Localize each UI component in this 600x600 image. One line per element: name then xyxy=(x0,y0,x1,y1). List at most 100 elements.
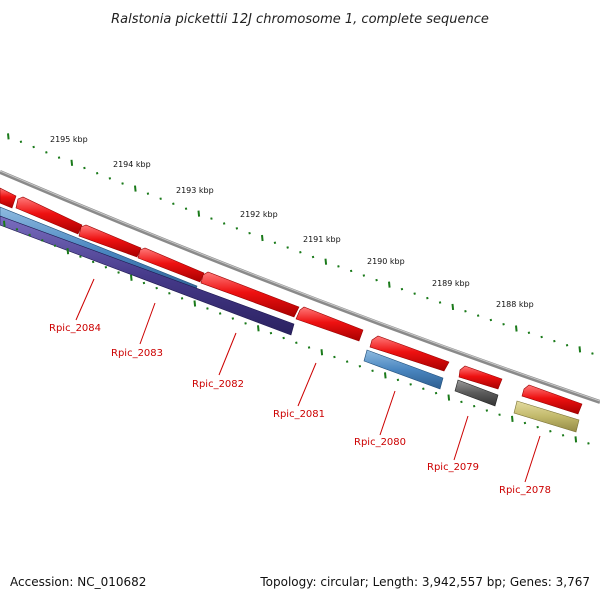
gene-arrow[interactable] xyxy=(0,187,17,209)
feature-bar-olive[interactable] xyxy=(513,400,580,433)
gene-label[interactable]: Rpic_2084 xyxy=(49,323,101,334)
leader-line xyxy=(297,362,317,407)
minor-tick xyxy=(333,355,336,359)
feature-bars xyxy=(0,206,580,433)
gene-label[interactable]: Rpic_2079 xyxy=(427,462,479,473)
gene-arrow[interactable] xyxy=(200,271,300,318)
minor-tick xyxy=(549,430,552,433)
major-tick xyxy=(578,346,582,353)
gene-leaders xyxy=(75,278,541,483)
minor-tick xyxy=(117,271,120,274)
minor-tick xyxy=(91,260,95,264)
minor-tick xyxy=(460,400,463,404)
minor-tick xyxy=(349,269,353,273)
minor-tick xyxy=(172,202,175,205)
minor-tick xyxy=(485,409,489,412)
gene-arrow[interactable] xyxy=(369,335,450,372)
minor-tick xyxy=(358,364,362,368)
major-tick xyxy=(66,248,70,255)
minor-tick xyxy=(591,352,594,355)
minor-tick xyxy=(235,227,239,230)
kbp-label: 2189 kbp xyxy=(432,279,470,288)
major-tick xyxy=(70,159,74,166)
chromosome-backbone xyxy=(0,170,600,404)
feature-bar-blue[interactable] xyxy=(363,349,444,390)
minor-tick xyxy=(180,297,184,300)
accession-text: Accession: NC_010682 xyxy=(10,575,146,589)
minor-tick xyxy=(155,286,158,290)
gene-arrow[interactable] xyxy=(15,196,83,235)
minor-tick xyxy=(206,307,209,310)
major-tick xyxy=(384,372,387,379)
minor-tick xyxy=(273,241,277,245)
minor-tick xyxy=(218,312,222,315)
minor-tick xyxy=(438,301,442,304)
gene-label[interactable]: Rpic_2081 xyxy=(273,409,325,420)
kbp-labels: 2195 kbp 2194 kbp 2193 kbp 2192 kbp 2191… xyxy=(50,135,534,309)
minor-tick xyxy=(337,265,340,268)
major-tick xyxy=(574,436,578,443)
map-title: Ralstonia pickettii 12J chromosome 1, co… xyxy=(111,12,489,27)
gene-arrow[interactable] xyxy=(521,384,583,415)
major-tick xyxy=(134,185,137,192)
minor-tick xyxy=(561,434,565,437)
kbp-label: 2194 kbp xyxy=(113,160,151,169)
minor-tick xyxy=(184,207,188,210)
minor-tick xyxy=(159,197,162,200)
minor-tick xyxy=(53,244,57,248)
forward-genes xyxy=(0,187,583,415)
gene-label[interactable]: Rpic_2082 xyxy=(192,379,244,390)
leader-line xyxy=(218,332,237,376)
gene-arrow[interactable] xyxy=(137,247,205,283)
gene-arrow[interactable] xyxy=(458,365,503,390)
gene-labels: Rpic_2084 Rpic_2083 Rpic_2082 Rpic_2081 … xyxy=(49,323,551,496)
kbp-label: 2195 kbp xyxy=(50,135,88,144)
kbp-label: 2190 kbp xyxy=(367,257,405,266)
minor-tick xyxy=(565,344,569,347)
minor-tick xyxy=(422,387,425,391)
leader-line xyxy=(379,390,396,436)
major-tick xyxy=(388,281,391,288)
inner-kbp-ticks xyxy=(3,220,590,445)
minor-tick xyxy=(476,314,480,317)
major-tick xyxy=(447,394,451,401)
minor-tick xyxy=(409,383,412,386)
major-tick xyxy=(3,220,6,227)
leader-line xyxy=(524,435,541,483)
gene-label[interactable]: Rpic_2078 xyxy=(499,485,551,496)
minor-tick xyxy=(553,339,556,343)
feature-bar-purple[interactable] xyxy=(0,215,295,336)
minor-tick xyxy=(28,233,31,237)
minor-tick xyxy=(41,239,44,242)
gene-label[interactable]: Rpic_2080 xyxy=(354,437,406,448)
minor-tick xyxy=(222,222,226,225)
chromosome-backbone-highlight xyxy=(0,170,600,402)
minor-tick xyxy=(108,177,112,180)
leader-line xyxy=(75,278,95,321)
minor-tick xyxy=(269,331,273,335)
major-tick xyxy=(193,300,197,307)
minor-tick xyxy=(527,331,531,334)
minor-tick xyxy=(286,246,289,249)
kbp-label: 2193 kbp xyxy=(176,186,214,195)
major-tick xyxy=(261,234,264,242)
minor-tick xyxy=(282,336,285,340)
major-tick xyxy=(324,258,328,265)
gene-arrow[interactable] xyxy=(78,224,142,258)
minor-tick xyxy=(345,360,349,363)
feature-bar-gray[interactable] xyxy=(454,379,499,407)
minor-tick xyxy=(104,266,108,269)
leader-line xyxy=(139,302,156,345)
outer-kbp-ticks xyxy=(7,133,594,355)
minor-tick xyxy=(472,404,476,408)
minor-tick xyxy=(295,341,298,345)
gene-label[interactable]: Rpic_2083 xyxy=(111,348,163,359)
major-tick xyxy=(515,325,518,332)
minor-tick xyxy=(489,318,493,322)
minor-tick xyxy=(413,292,416,295)
major-tick xyxy=(197,210,201,217)
gene-arrow[interactable] xyxy=(295,306,364,342)
minor-tick xyxy=(79,255,82,258)
minor-tick xyxy=(536,425,539,429)
